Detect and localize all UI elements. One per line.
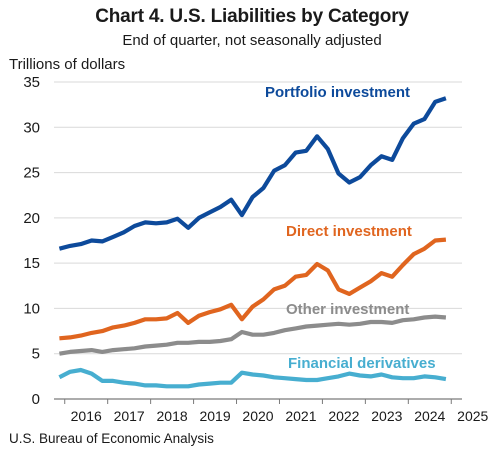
x-axis: 2016 2017 2018 2019 2020 2021 2022 2023 2024 2025 [64, 399, 489, 424]
series-line-financial-derivatives [58, 367, 447, 389]
y-axis-label: Trillions of dollars [9, 56, 126, 73]
series-label-direct-investment: Direct investment [286, 223, 412, 240]
x-tick-label: 2017 [114, 408, 145, 424]
y-tick-label: 0 [32, 391, 40, 408]
y-tick-label: 15 [23, 255, 40, 272]
series-line-portfolio-investment [58, 96, 447, 251]
series-lines [58, 96, 447, 389]
x-tick-label: 2016 [71, 408, 102, 424]
x-tick-label: 2021 [285, 408, 316, 424]
x-tick-label: 2024 [414, 408, 445, 424]
y-tick-label: 30 [23, 119, 40, 136]
source-note: U.S. Bureau of Economic Analysis [9, 431, 214, 446]
series-labels: Portfolio investment Direct investment Oth… [265, 84, 436, 372]
x-tick-label: 2023 [371, 408, 402, 424]
x-tick-label: 2022 [328, 408, 359, 424]
chart-title: Chart 4. U.S. Liabilities by Category [95, 6, 409, 27]
x-tick-label: 2025 [457, 408, 488, 424]
y-tick-label: 5 [32, 346, 40, 363]
y-tick-label: 20 [23, 210, 40, 227]
gridlines [54, 81, 462, 400]
x-tick-label: 2020 [242, 408, 273, 424]
y-tick-label: 35 [23, 74, 40, 91]
chart-subtitle: End of quarter, not seasonally adjusted [122, 32, 382, 49]
x-tick-label: 2018 [157, 408, 188, 424]
series-label-financial-derivatives: Financial derivatives [288, 355, 436, 372]
x-tick-label: 2019 [199, 408, 230, 424]
series-line-direct-investment [59, 237, 447, 341]
series-label-portfolio-investment: Portfolio investment [265, 84, 410, 101]
series-line-other-investment [59, 314, 447, 356]
y-axis: 0 5 10 15 20 25 30 35 [23, 74, 40, 408]
series-label-other-investment: Other investment [286, 301, 409, 318]
y-tick-label: 25 [23, 165, 40, 182]
y-tick-label: 10 [23, 300, 40, 317]
